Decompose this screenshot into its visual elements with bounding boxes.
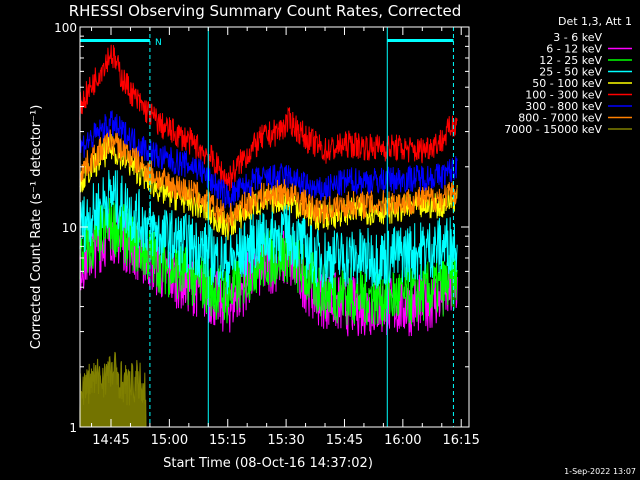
legend-label: 12 - 25 keV [539,54,602,67]
y-axis-label: Corrected Count Rate (s⁻¹ detector⁻¹) [29,105,44,350]
timestamp: 1-Sep-2022 13:07 [564,467,636,476]
top-bar-1 [79,39,150,42]
x-tick-label: 15:45 [326,433,363,448]
legend-header: Det 1,3, Att 1 [558,15,632,28]
x-tick-label: 16:00 [384,433,421,448]
x-tick-label: 15:30 [267,433,304,448]
legend-label: 7000 - 15000 keV [504,123,602,136]
x-axis-label: Start Time (08-Oct-16 14:37:02) [163,456,373,471]
x-tick-label: 16:15 [442,433,479,448]
y-tick-label: 10 [62,221,77,235]
chart-title: RHESSI Observing Summary Count Rates, Co… [69,2,462,20]
y-tick-label: 100 [54,21,77,35]
series-7000-15000keV-line [79,351,147,428]
series-12-25keV-line [79,195,458,327]
series-25-50keV-line [79,169,458,295]
x-tick-label: 14:45 [92,433,129,448]
legend-label: 300 - 800 keV [525,100,602,113]
series-layer [79,44,458,428]
y-tick-label: 1 [69,421,77,435]
series-100-300keV-line [79,44,458,192]
legend-label: 100 - 300 keV [525,89,602,102]
x-ticks: 14:45 15:00 15:15 15:30 15:45 16:00 16:15 [91,27,480,448]
y-ticks: 1 10 100 [54,21,469,435]
legend-label: 800 - 7000 keV [518,112,602,125]
annotation-n: N [155,38,162,48]
series-800-7000keV-line [79,129,458,232]
legend-label: 25 - 50 keV [539,66,602,79]
vertical-lines [149,27,454,427]
top-bar-2 [387,39,454,42]
x-tick-label: 15:15 [209,433,246,448]
series-300-800keV-line [79,110,458,209]
legend-label: 50 - 100 keV [532,77,602,90]
top-bars [79,39,454,42]
legend-label: 6 - 12 keV [546,43,602,56]
legend-label: 3 - 6 keV [553,31,602,44]
x-tick-label: 15:00 [151,433,188,448]
